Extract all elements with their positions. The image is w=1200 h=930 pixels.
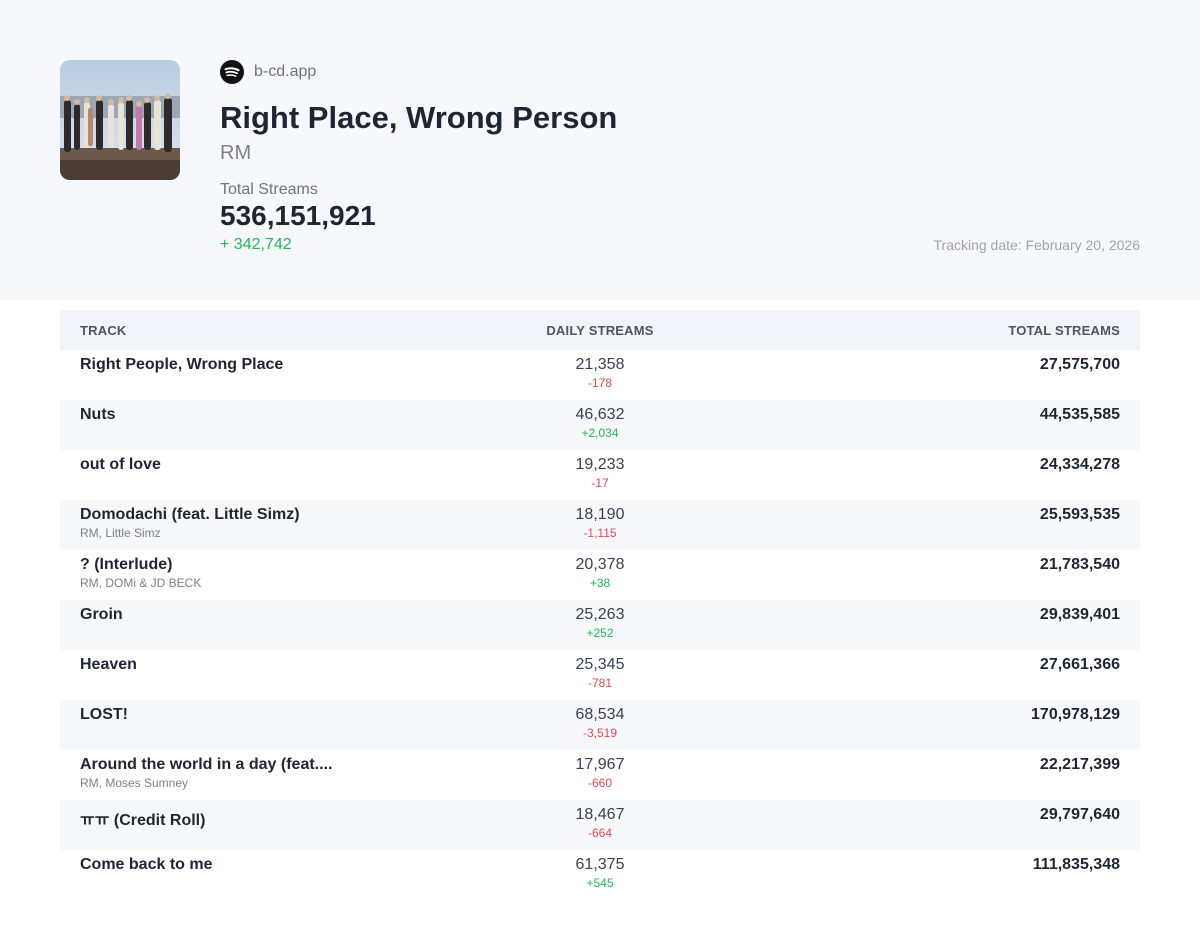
album-cover — [60, 60, 180, 180]
tracking-date: Tracking date: February 20, 2026 — [933, 237, 1141, 253]
table-row[interactable]: out of love 19,233 -17 24,334,278 — [60, 450, 1140, 500]
track-name: Nuts — [80, 406, 116, 423]
total-streams: 21,783,540 — [1039, 556, 1120, 573]
table-row[interactable]: Nuts 46,632 +2,034 44,535,585 — [60, 400, 1140, 450]
daily-streams-delta: +2,034 — [581, 426, 619, 440]
daily-streams-delta: +252 — [586, 626, 614, 640]
daily-streams: 61,375 — [575, 856, 625, 873]
total-streams-value: 536,151,921 — [220, 200, 376, 231]
daily-streams: 25,345 — [575, 656, 625, 673]
spotify-icon — [220, 60, 244, 84]
total-streams: 27,575,700 — [1039, 356, 1120, 373]
table-row[interactable]: Come back to me 61,375 +545 111,835,348 — [60, 850, 1140, 900]
total-streams: 170,978,129 — [1031, 706, 1120, 723]
table-row[interactable]: ㅠㅠ (Credit Roll) 18,467 -664 29,797,640 — [60, 800, 1140, 850]
track-name: ? (Interlude) — [80, 556, 173, 573]
total-streams: 29,797,640 — [1039, 806, 1120, 823]
daily-streams: 21,358 — [575, 356, 625, 373]
track-name: Domodachi (feat. Little Simz) — [80, 506, 300, 523]
total-streams: 111,835,348 — [1032, 856, 1120, 873]
source-link[interactable]: b-cd.app — [220, 60, 316, 84]
total-streams: 25,593,535 — [1039, 506, 1120, 523]
daily-streams-delta: -178 — [587, 376, 613, 390]
daily-streams-delta: -17 — [591, 476, 609, 490]
track-artists: RM, DOMi & JD BECK — [80, 576, 202, 590]
track-name: out of love — [80, 456, 161, 473]
daily-streams: 25,263 — [575, 606, 625, 623]
track-name: Around the world in a day (feat.... — [80, 756, 333, 773]
track-artists: RM, Moses Sumney — [80, 776, 189, 790]
album-header: b-cd.app Right Place, Wrong Person RM To… — [0, 0, 1200, 300]
track-name: Heaven — [80, 656, 137, 673]
source-domain: b-cd.app — [254, 63, 317, 80]
daily-streams: 46,632 — [575, 406, 625, 423]
table-row[interactable]: LOST! 68,534 -3,519 170,978,129 — [60, 700, 1140, 750]
column-header-total-streams: TOTAL STREAMS — [1008, 323, 1120, 338]
daily-streams: 19,233 — [575, 456, 625, 473]
table-row[interactable]: Domodachi (feat. Little Simz) RM, Little… — [60, 500, 1140, 550]
table-header: TRACK DAILY STREAMS TOTAL STREAMS — [60, 310, 1140, 350]
table-row[interactable]: Right People, Wrong Place 21,358 -178 27… — [60, 350, 1140, 400]
total-streams: 24,334,278 — [1039, 456, 1120, 473]
daily-streams: 68,534 — [575, 706, 625, 723]
tracks-table: TRACK DAILY STREAMS TOTAL STREAMS Right … — [60, 310, 1140, 900]
track-artists: RM, Little Simz — [80, 526, 161, 540]
track-name: LOST! — [80, 706, 128, 723]
table-row[interactable]: Groin 25,263 +252 29,839,401 — [60, 600, 1140, 650]
total-streams: 44,535,585 — [1039, 406, 1120, 423]
daily-streams-delta: -781 — [587, 676, 613, 690]
track-name: ㅠㅠ (Credit Roll) — [80, 812, 206, 829]
total-streams: 29,839,401 — [1039, 606, 1120, 623]
column-header-track: TRACK — [80, 323, 127, 338]
daily-streams-delta: +38 — [589, 576, 611, 590]
daily-streams-delta: -3,519 — [582, 726, 618, 740]
album-title: Right Place, Wrong Person — [220, 100, 618, 135]
total-streams: 27,661,366 — [1039, 656, 1120, 673]
daily-streams-delta: -664 — [587, 826, 613, 840]
artist-name: RM — [220, 142, 252, 164]
daily-streams: 18,467 — [575, 806, 625, 823]
table-row[interactable]: Around the world in a day (feat.... RM, … — [60, 750, 1140, 800]
daily-streams-delta: -1,115 — [583, 526, 617, 540]
table-row[interactable]: Heaven 25,345 -781 27,661,366 — [60, 650, 1140, 700]
daily-streams: 18,190 — [575, 506, 625, 523]
column-header-daily-streams: DAILY STREAMS — [546, 323, 654, 338]
table-row[interactable]: ? (Interlude) RM, DOMi & JD BECK 20,378 … — [60, 550, 1140, 600]
track-name: Right People, Wrong Place — [80, 356, 284, 373]
total-streams-delta: + 342,742 — [220, 236, 292, 253]
daily-streams: 17,967 — [575, 756, 625, 773]
track-name: Groin — [80, 606, 123, 623]
total-streams-label: Total Streams — [220, 181, 318, 198]
daily-streams-delta: +545 — [586, 876, 614, 890]
daily-streams: 20,378 — [575, 556, 625, 573]
total-streams: 22,217,399 — [1039, 756, 1120, 773]
track-name: Come back to me — [80, 856, 213, 873]
daily-streams-delta: -660 — [587, 776, 613, 790]
